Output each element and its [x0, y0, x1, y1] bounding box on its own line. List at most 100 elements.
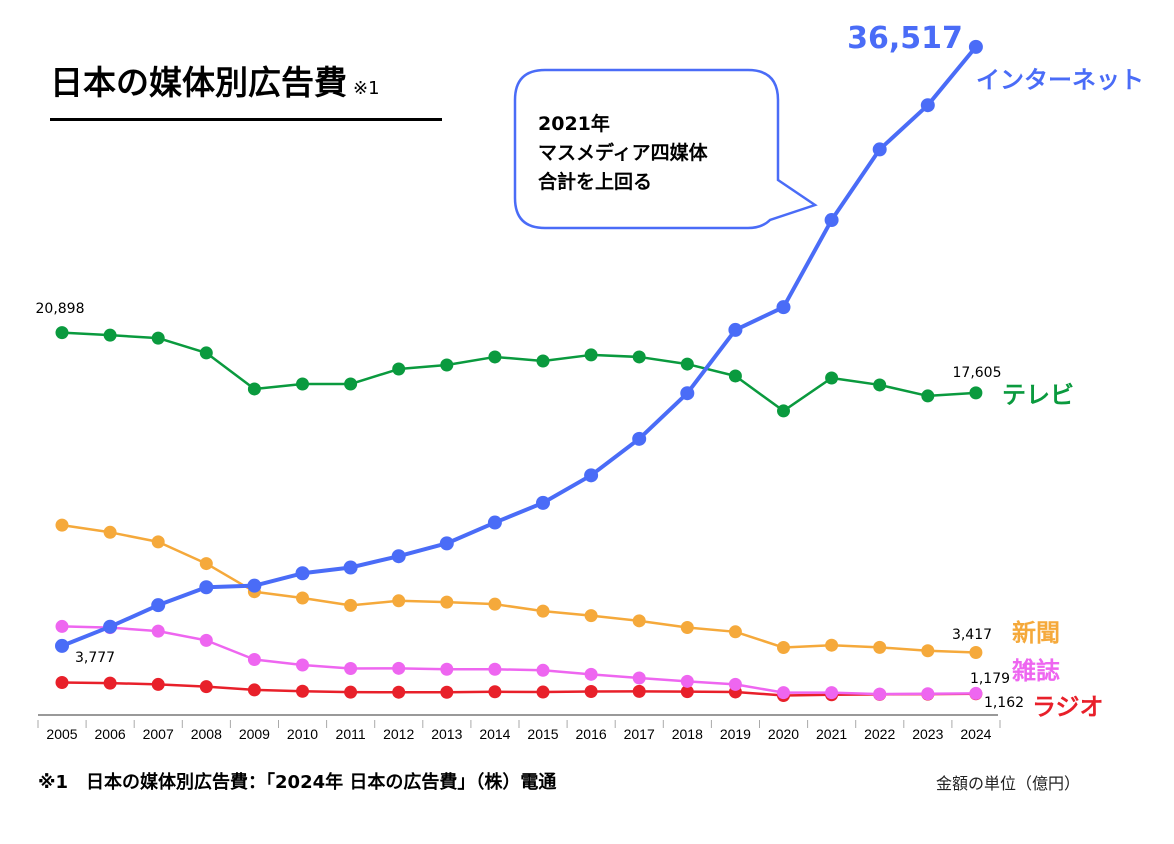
series-name-newspaper: 新聞 [1012, 619, 1060, 647]
data-point [295, 566, 310, 581]
data-point [536, 354, 550, 368]
newspaper-end-label: 3,417 [952, 627, 992, 643]
data-point [777, 404, 790, 418]
data-point [392, 661, 406, 675]
data-point [968, 39, 983, 54]
data-point [536, 495, 550, 510]
data-point [680, 685, 694, 699]
data-point [825, 371, 839, 385]
data-point [199, 680, 213, 694]
data-point [392, 594, 406, 608]
series-line-3 [61, 625, 976, 696]
data-point [296, 591, 309, 605]
data-point [103, 525, 117, 539]
data-point [825, 686, 839, 700]
data-point [151, 331, 165, 345]
data-point [199, 580, 214, 595]
x-tick-label: 2010 [287, 726, 318, 742]
x-tick-label: 2011 [336, 726, 366, 742]
data-point [632, 614, 646, 628]
data-point [151, 677, 165, 691]
tv-start-label: 20,898 [36, 301, 85, 317]
internet-end-label: 36,517 [847, 21, 963, 56]
data-point [151, 624, 165, 638]
data-point [632, 431, 647, 446]
x-tick-label: 2016 [576, 726, 607, 742]
series-line-0 [61, 45, 978, 648]
data-point [199, 346, 213, 360]
data-point [488, 350, 502, 364]
data-point [921, 644, 935, 658]
data-point [344, 377, 358, 391]
data-point [776, 300, 791, 315]
x-tick-label: 2017 [624, 726, 655, 742]
x-tick-label: 2005 [46, 726, 77, 742]
data-point [199, 557, 213, 571]
data-point [439, 536, 454, 551]
series-name-magazine: 雑誌 [1011, 657, 1060, 685]
data-point [728, 625, 742, 639]
internet-start-label: 3,777 [75, 650, 115, 666]
x-tick-label: 2021 [816, 726, 847, 742]
x-tick-label: 2024 [960, 726, 991, 742]
x-tick-label: 2013 [431, 726, 462, 742]
data-point [487, 515, 502, 530]
data-point [680, 620, 694, 634]
data-point [920, 98, 935, 113]
data-point [344, 661, 358, 675]
data-point [921, 389, 935, 403]
page-title: 日本の媒体別広告費 ※1 [50, 56, 380, 104]
data-point [536, 604, 550, 618]
footnote: ※1 日本の媒体別広告費：「2024年 日本の広告費」（株）電通 [38, 772, 557, 793]
data-point [55, 638, 69, 653]
data-point [488, 662, 502, 676]
data-point [728, 322, 743, 337]
data-point [969, 645, 983, 659]
data-point [391, 549, 406, 564]
callout-bubble [513, 68, 818, 230]
data-point [825, 638, 839, 652]
series-line-4 [61, 681, 976, 697]
x-tick-label: 2023 [912, 726, 943, 742]
data-point [344, 685, 358, 699]
data-point [584, 609, 598, 623]
title-note: ※1 [353, 78, 380, 99]
data-point [728, 677, 742, 691]
data-point [680, 386, 695, 401]
data-point [392, 362, 406, 376]
data-point [680, 357, 694, 371]
data-point [151, 598, 166, 613]
series-line-2 [61, 523, 976, 654]
data-point [873, 378, 887, 392]
radio-end-label: 1,162 [984, 695, 1024, 711]
data-point [488, 597, 502, 611]
data-point [873, 640, 887, 654]
x-tick-label: 2015 [527, 726, 558, 742]
callout-text: 2021年 [538, 112, 610, 135]
data-point [536, 685, 550, 699]
data-point [632, 350, 646, 364]
data-point [55, 675, 69, 689]
unit-label: 金額の単位（億円） [936, 774, 1081, 793]
data-point [536, 663, 550, 677]
data-point [296, 684, 309, 698]
data-point [872, 142, 887, 157]
x-tick-label: 2019 [720, 726, 751, 742]
data-point [296, 377, 309, 391]
data-point [632, 671, 646, 685]
data-point [584, 667, 598, 681]
data-point [55, 326, 69, 340]
x-tick-label: 2014 [479, 726, 510, 742]
data-point [55, 619, 69, 633]
data-point [296, 658, 309, 672]
data-point [488, 685, 502, 699]
callout-text: 合計を上回る [538, 170, 652, 193]
data-point [344, 598, 358, 612]
data-point [680, 674, 694, 688]
data-point [247, 652, 261, 666]
x-tick-label: 2022 [864, 726, 895, 742]
x-tick-label: 2012 [383, 726, 414, 742]
x-tick-label: 2020 [768, 726, 799, 742]
data-point [824, 213, 839, 228]
